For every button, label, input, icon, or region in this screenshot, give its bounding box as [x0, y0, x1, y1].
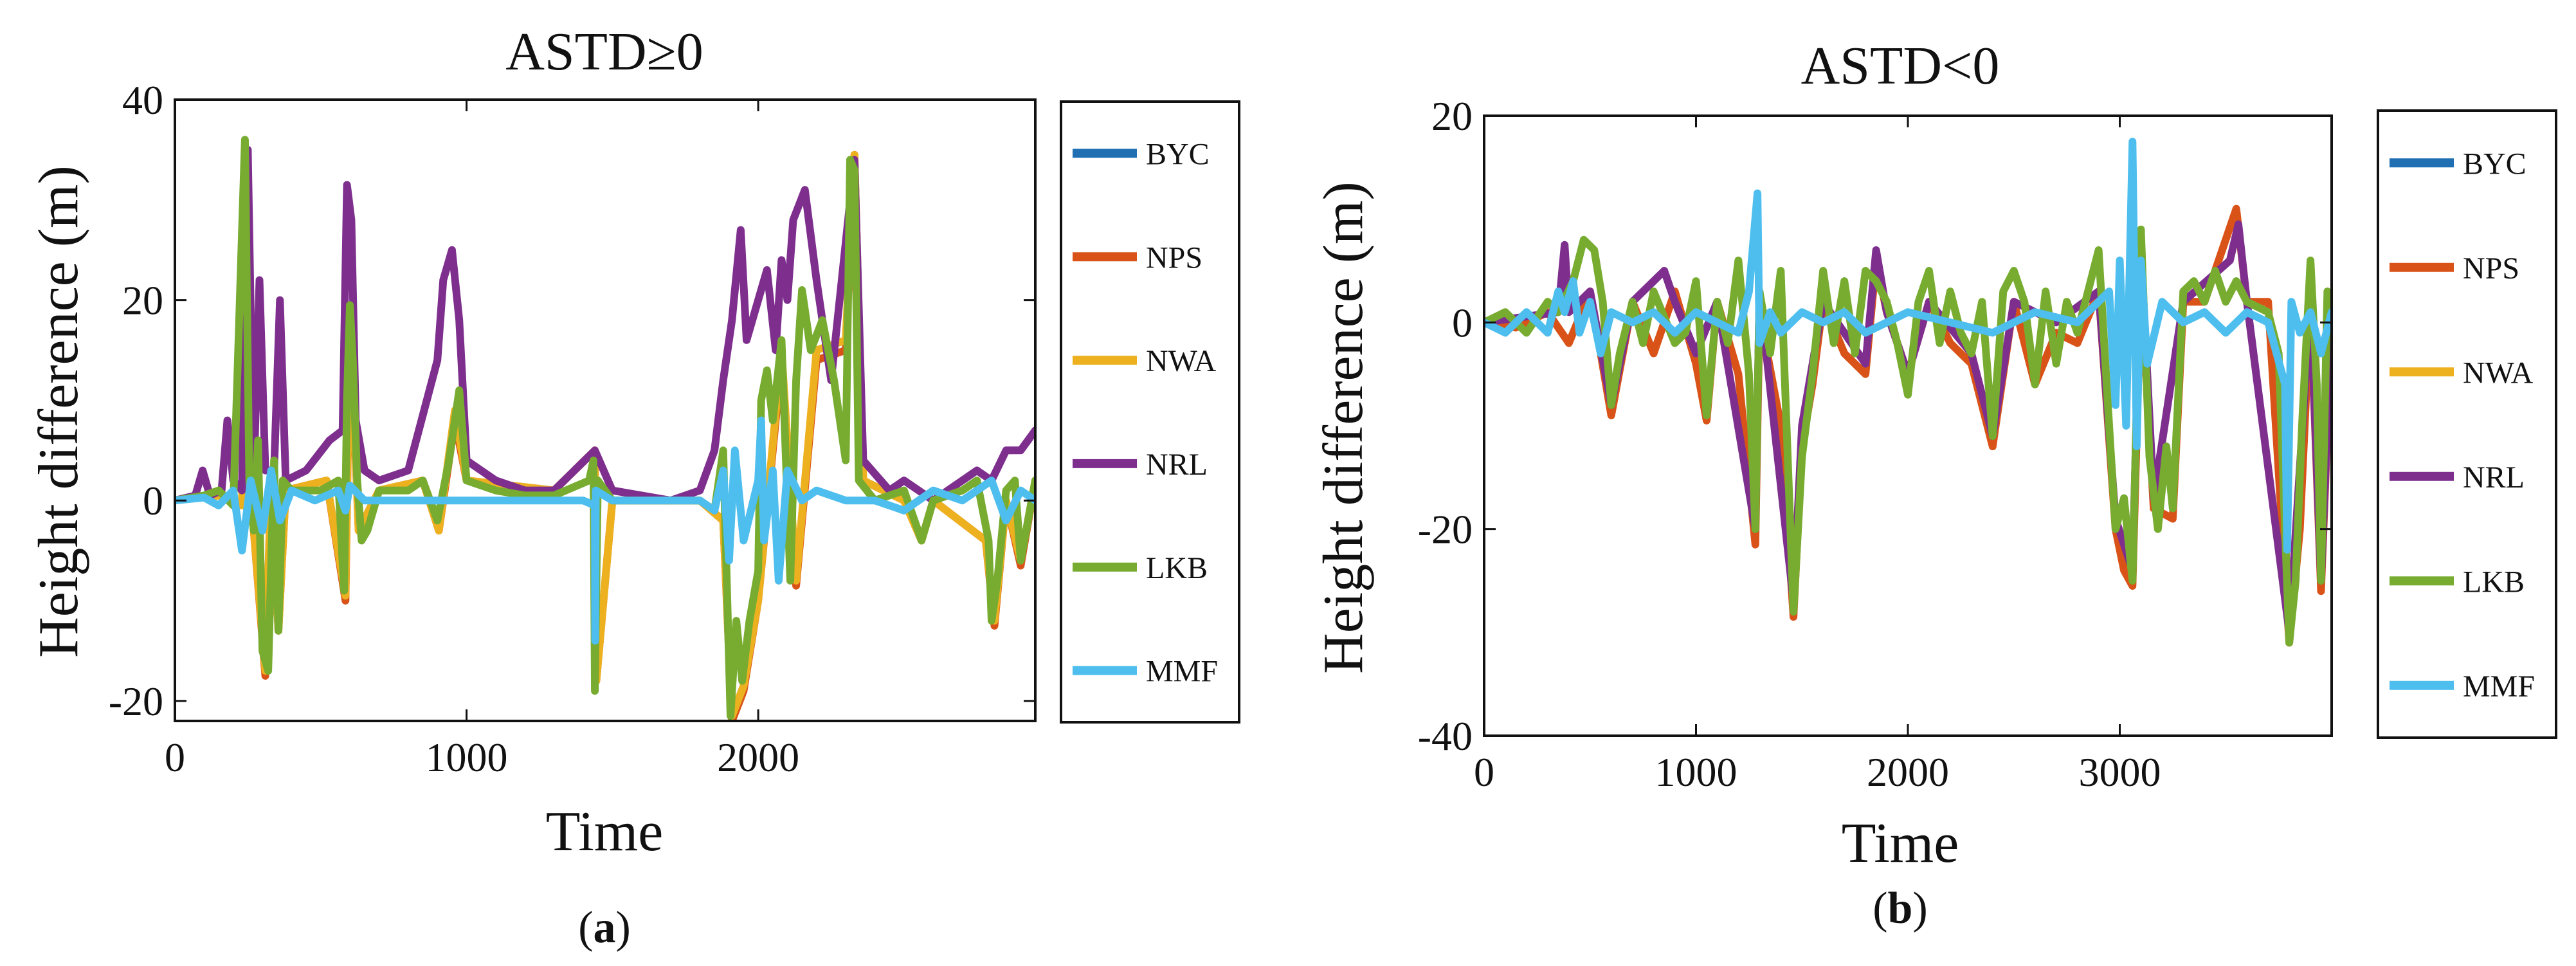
chart-b-ticks: 0 1000 2000 3000 -40 -20 0 20: [1418, 93, 2332, 795]
chart-b-xtick-label: 3000: [2079, 749, 2161, 795]
chart-b-xtick-label: 1000: [1655, 749, 1737, 795]
chart-b-legend-label-nwa: NWA: [2463, 356, 2534, 390]
chart-b-ytick-label: -40: [1418, 713, 1473, 759]
chart-b-plot-lines: [1484, 138, 2332, 647]
chart-b-xtick-label: 0: [1474, 749, 1494, 795]
chart-b-xlabel: Time: [1842, 812, 1959, 875]
chart-a-legend-label-lkb: LKB: [1146, 551, 1208, 585]
chart-a-legend-label-nrl: NRL: [1146, 448, 1208, 482]
chart-b-title: ASTD<0: [1801, 36, 2000, 96]
chart-b-legend-label-mmf: MMF: [2463, 670, 2535, 704]
chart-b-ylabel: Height difference (m): [1312, 181, 1375, 674]
chart-a-ytick-label: 0: [143, 478, 163, 524]
chart-a-series-mmf: [175, 416, 1035, 645]
chart-b-series-nps: [1484, 205, 2332, 647]
chart-b-legend-label-byc: BYC: [2463, 147, 2526, 181]
chart-a-ytick-label: 20: [122, 278, 163, 324]
caption-a: (a): [578, 903, 631, 952]
chart-a-legend-label-nwa: NWA: [1146, 344, 1217, 378]
chart-a-legend-label-byc: BYC: [1146, 137, 1210, 171]
chart-b-series-lkb: [1484, 225, 2332, 647]
chart-b-series-nrl: [1484, 220, 2332, 637]
chart-a-xlabel: Time: [546, 801, 664, 863]
chart-a-plot-lines: [175, 136, 1035, 721]
chart-a-xtick-label: 1000: [426, 734, 508, 780]
chart-b-ytick-label: 0: [1452, 300, 1473, 345]
chart-a-legend-label-nps: NPS: [1146, 241, 1202, 275]
chart-a-series-lkb: [175, 136, 1035, 720]
chart-a-series-nwa: [175, 150, 1035, 720]
chart-b-legend-label-lkb: LKB: [2463, 565, 2525, 599]
chart-b-legend-label-nps: NPS: [2463, 251, 2519, 286]
chart-a-legend-label-mmf: MMF: [1146, 655, 1218, 689]
chart-a-ytick-label: -20: [109, 679, 163, 724]
chart-a-ytick-label: 40: [122, 77, 163, 123]
chart-b-ytick-label: 20: [1431, 93, 1473, 139]
chart-b-legend: BYC NPS NWA NRL LKB MMF: [2377, 109, 2557, 739]
chart-panel-b: ASTD<0 0 1000 2000 3000 -40 -20 0 20 Time Heigh…: [1312, 36, 2557, 933]
chart-a-series-nps: [175, 150, 1035, 721]
chart-a-xtick-label: 0: [165, 734, 185, 780]
chart-a-axes-box: [174, 98, 1037, 722]
chart-b-series-mmf: [1484, 138, 2332, 554]
chart-b-legend-label-nrl: NRL: [2463, 460, 2525, 495]
chart-b-legend-box: [2377, 109, 2557, 739]
chart-a-xtick-label: 2000: [717, 734, 799, 780]
chart-b-axes-box: [1483, 114, 2333, 737]
chart-b-xtick-label: 2000: [1867, 749, 1949, 795]
chart-b-ytick-label: -20: [1418, 507, 1473, 552]
chart-a-ylabel: Height difference (m): [28, 165, 90, 658]
chart-a-legend-box: [1060, 100, 1240, 724]
chart-a-series-nrl: [175, 145, 1035, 505]
chart-a-legend: BYC NPS NWA NRL LKB MMF: [1060, 100, 1240, 724]
chart-a-title: ASTD≥0: [505, 22, 703, 82]
caption-b: (b): [1873, 884, 1928, 933]
